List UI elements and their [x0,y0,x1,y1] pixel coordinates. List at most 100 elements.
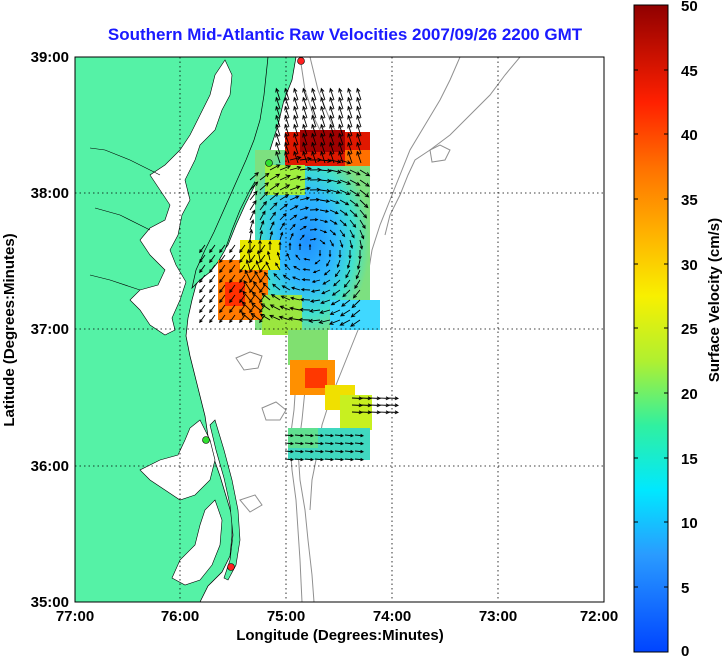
colorbar-tick: 25 [681,321,698,338]
velocity-vector [318,250,322,257]
velocity-vector [302,141,308,155]
velocity-vector [279,174,291,181]
velocity-vector [329,179,342,185]
velocity-vector [324,449,335,454]
x-tick-label: 77:00 [56,608,94,625]
velocity-vector [239,284,246,294]
velocity-vector [288,316,301,321]
velocity-vector [312,269,321,274]
velocity-vector [258,239,262,250]
velocity-vector [302,114,308,128]
velocity-vector [356,96,362,110]
velocity-vector [242,290,251,301]
velocity-vector [284,87,290,101]
velocity-vector [259,254,266,264]
velocity-vector [328,250,332,258]
velocity-vector [347,132,353,146]
velocity-vector [199,314,206,324]
velocity-vector [199,284,206,294]
colorbar-tick: 5 [681,580,689,597]
south-band-red [305,368,327,388]
velocity-vector [299,176,312,181]
velocity-vector [301,278,311,282]
velocity-vector [352,289,361,299]
velocity-vector [341,299,351,307]
velocity-vector [284,114,290,128]
velocity-vector [345,269,351,279]
plot-area [75,57,604,602]
barrier-island [209,419,241,581]
velocity-vector [314,449,325,454]
velocity-vector [284,141,290,155]
velocity-vector [249,172,259,181]
velocity-vector [219,274,226,284]
velocity-vector [293,105,299,119]
velocity-vector [351,299,361,309]
station-marker [265,159,273,167]
velocity-vector [304,457,315,462]
velocity-vector [309,218,319,222]
velocity-vector [329,199,340,205]
velocity-vector [199,254,206,264]
velocity-vector [282,274,291,281]
velocity-vector [289,185,301,191]
velocity-vector [259,210,266,221]
velocity-vector [309,207,320,212]
velocity-vector [269,164,281,171]
velocity-vector [347,96,353,110]
velocity-vector [219,284,226,294]
colorbar: 50 45 40 35 30 25 20 15 10 5 0 Surface V… [633,0,723,659]
velocity-vector [293,96,299,110]
velocity-vector [249,264,256,274]
velocity-vector [272,283,281,291]
velocity-vector [219,304,226,314]
velocity-vector [319,239,326,245]
velocity-vector [320,114,326,128]
velocity-vector [334,449,345,454]
velocity-vector [344,441,355,446]
land-peninsula [191,57,297,290]
river-2 [94,207,151,231]
mouth-bay-green [262,295,302,335]
velocity-vector [269,183,280,191]
x-tick-label: 76:00 [161,608,199,625]
velocity-vector [347,123,353,137]
velocity-vector [356,123,362,137]
station-markers [202,57,305,571]
velocity-vector [339,209,349,216]
velocity-vector [279,184,291,191]
velocity-vector [349,239,354,249]
velocity-vector [339,199,350,206]
velocity-vector [293,123,299,137]
velocity-vector [219,264,226,274]
velocity-vector [323,269,331,276]
velocity-vector [334,457,345,462]
velocity-vector [354,441,365,446]
velocity-vector [249,284,256,294]
colorbar-label: Surface Velocity (cm/s) [706,218,723,382]
velocity-vector [279,222,285,231]
velocity-vector [319,158,332,163]
velocity-vector [320,141,326,155]
velocity-vector [348,250,352,260]
velocity-vector [250,302,261,311]
velocity-vector [387,403,400,408]
velocity-vector [324,457,335,462]
velocity-vector [268,240,272,250]
velocity-vector [309,197,321,202]
velocity-vector [259,182,270,191]
velocity-vector [243,279,251,291]
velocity-vector [302,132,308,146]
velocity-vector [284,96,290,110]
velocity-vector [339,219,347,227]
velocity-vector [284,105,290,119]
velocity-vector [347,150,353,164]
colorbar-tick: 35 [681,192,698,209]
velocity-vector [333,279,341,287]
velocity-vector [289,232,294,241]
velocity-vector [355,269,361,280]
y-tick-label: 35:00 [31,594,69,611]
velocity-vector [199,274,206,284]
velocity-vector [239,304,246,314]
